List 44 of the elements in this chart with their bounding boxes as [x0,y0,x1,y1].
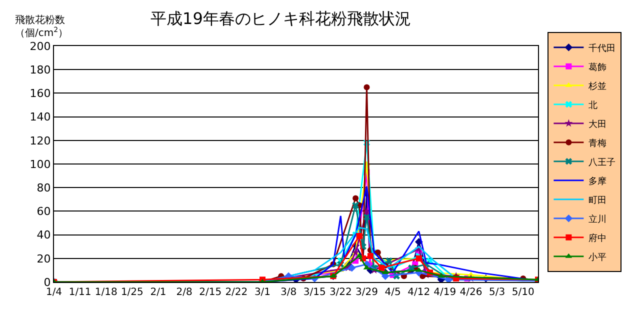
x-tick-label: 2/22 [225,287,248,298]
x-tick-label: 4/5 [384,287,401,298]
legend-label: 小平 [588,252,607,263]
legend-label: 北 [588,100,598,111]
legend-label: 千代田 [588,42,616,54]
legend-label: 立川 [588,214,607,225]
legend-label: 府中 [588,232,607,244]
x-tick-label: 3/15 [303,287,326,298]
x-tick-label: 1/25 [120,287,144,298]
y-axis-title: 飛散花粉数（個/cm$^{2}$） [15,14,68,39]
y-tick-label: 120 [30,134,51,148]
x-tick-label: 3/8 [280,287,297,298]
y-tick-label: 0 [44,276,51,289]
legend-label: 町田 [588,196,607,206]
legend-label: 八王子 [588,156,616,168]
x-tick-label: 3/1 [254,287,271,298]
y-tick-label: 160 [30,87,51,100]
x-tick-label: 4/19 [434,287,456,298]
x-tick-label: 3/22 [329,287,352,298]
legend-label: 杉並 [588,80,607,92]
x-tick-label: 3/29 [356,287,378,298]
x-tick-label: 1/4 [46,287,62,298]
x-tick-label: 4/12 [408,287,430,298]
y-tick-label: 20 [36,252,51,266]
y-tick-label: 180 [30,63,51,76]
y-tick-label: 40 [36,228,51,242]
x-tick-label: 1/11 [68,287,92,298]
x-tick-label: 5/3 [489,287,506,298]
x-tick-label: 1/18 [94,287,118,298]
y-tick-label: 140 [30,110,51,124]
y-tick-label: 100 [30,158,51,171]
chart-title: 平成19年春のヒノキ科花粉飛散状況 [150,9,411,28]
x-tick-label: 2/15 [199,287,222,298]
legend-label: 大田 [588,118,607,130]
y-tick-label: 200 [30,40,51,53]
legend-label: 多摩 [588,176,607,187]
x-tick-label: 2/8 [176,287,192,298]
y-tick-label: 80 [36,181,51,194]
legend-label: 青梅 [588,138,607,149]
x-tick-label: 4/26 [460,287,482,298]
x-tick-label: 5/10 [512,287,534,298]
legend-label: 葛飾 [588,62,607,73]
x-tick-label: 2/1 [150,287,166,298]
y-tick-label: 60 [36,205,51,218]
